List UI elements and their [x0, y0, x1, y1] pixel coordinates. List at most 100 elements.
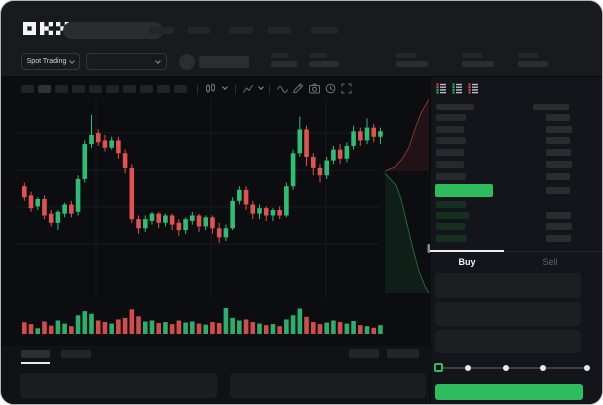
stat-label-placeholder	[462, 53, 482, 58]
depth-asks-line	[384, 99, 430, 172]
chevron-down-icon	[69, 57, 76, 64]
expand-icon[interactable]	[341, 83, 352, 94]
timeframe-button[interactable]	[38, 85, 51, 93]
ask-price-placeholder[interactable]	[436, 149, 464, 157]
candle	[351, 131, 356, 146]
ask-amount-placeholder	[546, 172, 570, 180]
volume-bar	[337, 322, 343, 334]
volume-bar	[75, 315, 81, 334]
chevron-down-icon	[155, 57, 161, 64]
nav-item-placeholder[interactable]	[229, 27, 253, 34]
ask-amount-placeholder	[546, 160, 572, 168]
timeframe-button[interactable]	[106, 85, 119, 93]
book-asks-icon[interactable]	[468, 83, 479, 94]
slider-stop-dot[interactable]	[503, 364, 509, 371]
history-icon[interactable]	[325, 83, 336, 94]
slider-stop-dot[interactable]	[540, 364, 546, 371]
market-type-dropdown[interactable]: Spot Trading	[21, 53, 80, 70]
volume-bar	[142, 321, 148, 334]
book-both-icon[interactable]	[436, 83, 447, 94]
volume-bar	[35, 328, 41, 334]
bid-amount-placeholder	[546, 234, 571, 242]
depth-bids-line	[384, 172, 430, 294]
nav-item-placeholder[interactable]	[149, 27, 174, 34]
ask-price-placeholder[interactable]	[436, 172, 466, 180]
stat-value-placeholder	[271, 61, 297, 67]
nav-item-placeholder[interactable]	[188, 27, 210, 34]
ask-price-placeholder[interactable]	[436, 137, 466, 145]
bottom-action-placeholder[interactable]	[349, 349, 379, 358]
slider-stop-dot[interactable]	[465, 364, 471, 371]
volume-bar	[95, 320, 101, 334]
volume-bar	[203, 324, 209, 334]
market-type-label: Spot Trading	[26, 58, 67, 65]
candle	[364, 127, 370, 141]
candlestick-chart[interactable]	[16, 99, 431, 346]
bottom-tab-placeholder[interactable]	[21, 350, 50, 358]
candle	[89, 134, 94, 145]
bid-price-placeholder[interactable]	[436, 234, 467, 242]
candle	[129, 167, 135, 220]
timeframe-button[interactable]	[21, 85, 34, 93]
tab-buy[interactable]: Buy	[458, 257, 476, 267]
candle	[297, 129, 303, 154]
bid-amount-placeholder	[546, 212, 571, 220]
ask-price-placeholder[interactable]	[436, 125, 464, 133]
slider-stop-dot[interactable]	[584, 364, 590, 371]
volume-bar	[190, 321, 195, 334]
orderbook-header-price	[436, 104, 474, 110]
candle	[237, 189, 242, 201]
candle	[196, 215, 202, 227]
candle	[310, 156, 316, 168]
header-band	[1, 1, 602, 77]
candle	[223, 228, 229, 238]
search-input[interactable]	[63, 22, 163, 39]
order-input-field[interactable]	[435, 330, 581, 353]
indicators-icon[interactable]	[243, 84, 254, 94]
draw-icon[interactable]	[293, 83, 304, 94]
candle	[48, 213, 54, 223]
timeframe-button[interactable]	[89, 85, 102, 93]
chart-type-icon[interactable]	[205, 83, 216, 94]
tab-sell[interactable]: Sell	[542, 257, 558, 267]
timeframe-button[interactable]	[72, 85, 85, 93]
toolbar-divider	[235, 84, 236, 94]
timeframe-button[interactable]	[55, 85, 68, 93]
bid-price-placeholder[interactable]	[436, 201, 466, 208]
wave-icon[interactable]	[277, 85, 288, 94]
active-tab-underline	[430, 250, 504, 252]
volume-bar	[371, 327, 377, 334]
timeframe-button[interactable]	[123, 85, 136, 93]
volume-bar	[69, 326, 74, 334]
okx-logo	[23, 22, 69, 35]
timeframe-button[interactable]	[174, 85, 187, 93]
candle	[290, 153, 296, 187]
timeframe-button[interactable]	[140, 85, 153, 93]
bid-price-placeholder[interactable]	[436, 212, 469, 220]
orderbook-last-price[interactable]	[435, 184, 493, 197]
stat-value-placeholder	[309, 61, 339, 67]
order-input-field[interactable]	[435, 302, 581, 326]
ask-price-placeholder[interactable]	[436, 160, 464, 168]
nav-item-placeholder[interactable]	[268, 27, 291, 34]
buy-submit-button[interactable]	[435, 384, 583, 400]
camera-icon[interactable]	[309, 83, 320, 94]
bottom-panel-placeholder	[20, 373, 217, 398]
volume-bar	[22, 322, 27, 334]
bottom-action-placeholder[interactable]	[387, 349, 419, 358]
candle	[149, 213, 155, 221]
candle	[183, 219, 188, 231]
amount-slider-track[interactable]	[438, 367, 587, 369]
candle	[136, 219, 141, 229]
bottom-tab-placeholder[interactable]	[61, 350, 91, 358]
pair-dropdown[interactable]	[86, 53, 167, 70]
timeframe-button[interactable]	[157, 85, 170, 93]
coin-avatar	[179, 54, 195, 70]
slider-handle[interactable]	[434, 363, 443, 372]
order-input-field[interactable]	[435, 273, 581, 298]
book-bids-icon[interactable]	[452, 83, 463, 94]
bid-price-placeholder[interactable]	[436, 223, 465, 231]
stat-label-placeholder	[518, 53, 538, 58]
nav-item-placeholder[interactable]	[311, 27, 338, 34]
ask-price-placeholder[interactable]	[436, 114, 466, 121]
